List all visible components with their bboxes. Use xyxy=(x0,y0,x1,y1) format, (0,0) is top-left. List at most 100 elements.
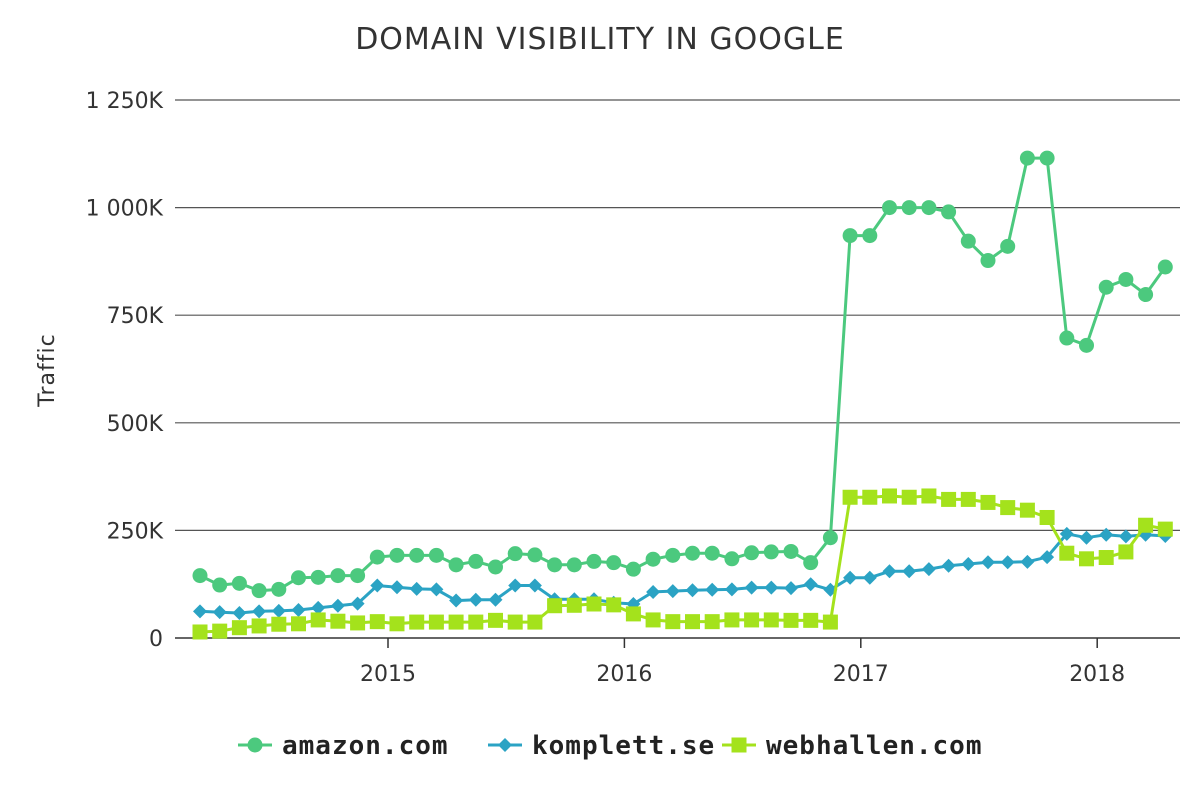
data-point xyxy=(547,598,563,614)
data-point xyxy=(980,253,996,269)
gridlines xyxy=(175,99,1180,639)
data-point xyxy=(232,606,247,621)
data-point xyxy=(665,584,680,599)
data-point xyxy=(428,547,444,563)
data-point xyxy=(330,568,346,584)
legend-label: komplett.se xyxy=(532,731,715,761)
data-point xyxy=(1118,271,1134,287)
data-point xyxy=(1098,279,1114,295)
data-point xyxy=(822,530,838,546)
data-point xyxy=(409,581,424,596)
data-point xyxy=(763,612,779,628)
data-point xyxy=(468,614,484,630)
data-point xyxy=(330,613,346,629)
data-point xyxy=(508,578,523,593)
legend-swatch-marker xyxy=(498,738,512,752)
data-point xyxy=(645,612,661,628)
data-point xyxy=(665,547,681,563)
data-point xyxy=(1059,545,1075,561)
x-tick-label: 2018 xyxy=(1069,662,1125,687)
data-point xyxy=(1000,238,1016,254)
data-point xyxy=(882,564,897,579)
data-point xyxy=(1059,330,1075,346)
legend-item-komplett: komplett.se xyxy=(488,731,715,761)
data-point xyxy=(763,544,779,560)
legend-swatch-marker xyxy=(731,737,747,753)
legend-item-webhallen: webhallen.com xyxy=(722,731,982,761)
data-point xyxy=(901,200,917,216)
data-point xyxy=(330,598,345,613)
data-point xyxy=(625,561,641,577)
data-point xyxy=(310,569,326,585)
data-point xyxy=(1138,517,1154,533)
data-point xyxy=(566,597,582,613)
data-point xyxy=(941,204,957,220)
data-point xyxy=(507,614,523,630)
data-point xyxy=(705,582,720,597)
data-point xyxy=(468,553,484,569)
data-point xyxy=(1118,544,1134,560)
data-point xyxy=(980,494,996,510)
data-point xyxy=(981,555,995,570)
data-point xyxy=(862,570,877,585)
data-point xyxy=(409,547,425,563)
data-point xyxy=(390,580,404,595)
series-line xyxy=(199,156,1167,593)
data-point xyxy=(429,582,444,597)
data-point xyxy=(685,614,700,630)
x-axis-ticks: 2015 2016 2017 2018 xyxy=(360,638,1125,687)
data-point xyxy=(882,488,897,504)
data-point xyxy=(212,577,228,593)
data-point xyxy=(803,612,819,628)
data-point xyxy=(271,581,287,597)
data-point xyxy=(389,616,405,632)
data-point xyxy=(389,547,405,563)
data-point xyxy=(704,545,720,561)
data-point xyxy=(1098,550,1114,566)
data-point xyxy=(704,614,720,630)
series-amazon xyxy=(192,150,1173,599)
data-point xyxy=(291,616,306,632)
data-point xyxy=(311,600,326,615)
data-point xyxy=(803,555,819,571)
y-axis-ticks: 0 250K 500K 750K 1 000K 1 250K xyxy=(86,89,164,652)
data-point xyxy=(902,564,917,579)
data-point xyxy=(646,584,661,599)
data-point xyxy=(1157,259,1173,275)
series-komplett xyxy=(193,526,1173,621)
data-point xyxy=(251,618,267,634)
data-point xyxy=(921,562,936,577)
data-point xyxy=(941,558,956,573)
data-point xyxy=(685,545,700,561)
data-point xyxy=(1059,526,1074,541)
data-point xyxy=(1000,555,1015,570)
data-point xyxy=(507,546,523,562)
data-point xyxy=(606,555,622,571)
data-point xyxy=(488,612,503,628)
data-point xyxy=(921,200,937,216)
data-point xyxy=(784,581,798,596)
data-point xyxy=(252,604,267,619)
data-point xyxy=(783,543,799,559)
data-point xyxy=(1019,150,1035,166)
x-tick-label: 2016 xyxy=(596,662,652,687)
data-point xyxy=(1079,551,1094,567)
data-point xyxy=(843,570,858,585)
data-point xyxy=(1019,502,1035,518)
data-point xyxy=(606,597,622,613)
y-tick-label: 250K xyxy=(107,519,164,544)
x-tick-label: 2015 xyxy=(360,662,416,687)
data-point xyxy=(369,549,385,565)
data-point xyxy=(783,612,799,628)
data-point xyxy=(310,612,326,628)
data-point xyxy=(350,596,365,611)
data-point xyxy=(527,547,543,563)
data-point xyxy=(586,553,602,569)
data-point xyxy=(231,620,247,636)
data-point xyxy=(271,603,286,618)
data-point xyxy=(1157,521,1173,537)
data-point xyxy=(1039,509,1055,525)
data-point xyxy=(1040,550,1055,565)
data-point xyxy=(271,616,287,632)
